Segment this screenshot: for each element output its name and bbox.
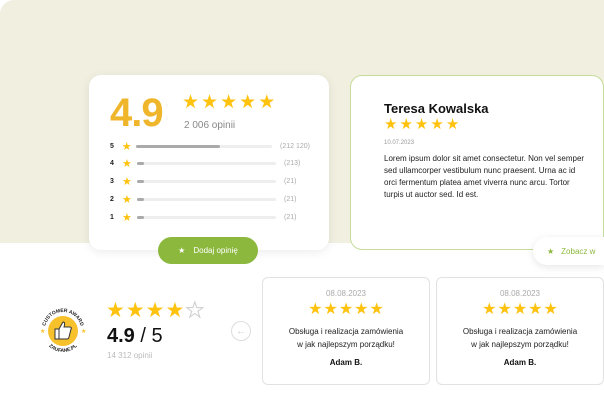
review-text-line: w jak najlepszym porządku! bbox=[297, 340, 395, 349]
rating-level: 1 bbox=[110, 213, 114, 221]
star-icon: ★ bbox=[482, 301, 497, 318]
star-icon: ★ bbox=[547, 246, 555, 256]
star-icon: ★ bbox=[323, 301, 338, 318]
star-icon: ★ bbox=[122, 211, 132, 224]
star-icon: ★ bbox=[239, 92, 257, 113]
star-outline-icon: ★ bbox=[185, 299, 205, 322]
review-stars: ★ ★ ★ ★ ★ bbox=[263, 302, 429, 318]
previous-arrow-button[interactable]: ← bbox=[231, 321, 251, 341]
star-icon: ★ bbox=[497, 301, 512, 318]
star-icon: ★ bbox=[354, 301, 369, 318]
rating-bar bbox=[137, 215, 276, 219]
review-stars: ★ ★ ★ ★ ★ bbox=[384, 117, 459, 132]
star-icon: ★ bbox=[543, 301, 558, 318]
star-icon: ★ bbox=[512, 301, 528, 318]
overall-review-count: 14 312 opinii bbox=[107, 351, 153, 360]
star-icon: ★ bbox=[106, 299, 125, 322]
star-icon: ★ bbox=[430, 116, 444, 133]
star-icon: ★ bbox=[165, 299, 185, 322]
rating-level: 3 bbox=[110, 178, 114, 186]
review-author: Adam B. bbox=[329, 358, 363, 367]
star-icon: ★ bbox=[308, 301, 323, 318]
star-icon: ★ bbox=[384, 116, 398, 133]
customer-award-badge: CUSTOMER AWARD ZAUFANE.PL ★ ★ bbox=[40, 308, 86, 354]
star-icon: ★ bbox=[258, 92, 276, 113]
rating-level: 4 bbox=[110, 160, 114, 168]
arrow-left-icon: ← bbox=[236, 325, 246, 337]
review-date: 08.08.2023 bbox=[325, 289, 367, 298]
star-icon: ★ bbox=[122, 158, 132, 171]
rating-bar-fill bbox=[137, 162, 144, 166]
reviewer-name: Teresa Kowalska bbox=[384, 101, 489, 116]
rating-count: (212 120) bbox=[280, 142, 310, 150]
rating-bar bbox=[136, 144, 273, 148]
rating-count: (21) bbox=[284, 178, 297, 186]
rating-summary-card: 4.9 ★ ★ ★ ★ ★ 2 006 opinii 5 ★ (212 120) 4 ★ (213… bbox=[89, 75, 329, 250]
overall-stars: ★ ★ ★ ★ ★ bbox=[106, 299, 205, 322]
svg-text:★: ★ bbox=[81, 328, 86, 335]
rating-bar-fill bbox=[137, 215, 144, 219]
rating-row: 1 ★ (21) bbox=[110, 211, 310, 224]
see-more-button[interactable]: ★ Zobacz w bbox=[533, 237, 604, 265]
star-icon: ★ bbox=[182, 92, 200, 113]
rating-bar bbox=[137, 197, 276, 201]
star-icon: ★ bbox=[528, 301, 543, 318]
rating-bar-fill bbox=[137, 197, 144, 201]
overall-score-max: / 5 bbox=[140, 325, 163, 347]
star-icon: ★ bbox=[399, 116, 413, 133]
review-count: 2 006 opinii bbox=[184, 120, 236, 131]
svg-text:ZAUFANE.PL: ZAUFANE.PL bbox=[47, 343, 78, 354]
rating-level: 2 bbox=[110, 195, 114, 203]
svg-text:★: ★ bbox=[40, 328, 45, 335]
featured-review-card: Teresa Kowalska ★ ★ ★ ★ ★ 10.07.2023 Lorem i… bbox=[350, 75, 604, 250]
rating-row: 5 ★ (212 120) bbox=[110, 140, 310, 153]
star-icon: ★ bbox=[201, 92, 219, 113]
rating-row: 4 ★ (213) bbox=[110, 158, 310, 170]
review-text-line: Obsługa i realizacja zamówienia bbox=[288, 327, 404, 336]
star-icon: ★ bbox=[125, 299, 145, 322]
see-more-label: Zobacz w bbox=[561, 246, 596, 256]
review-card: 08.08.2023 ★ ★ ★ ★ ★ Obsługa i realizacja zamó… bbox=[262, 277, 430, 385]
star-icon: ★ bbox=[122, 193, 132, 206]
star-icon: ★ bbox=[145, 299, 165, 322]
review-text: Obsługa i realizacja zamówienia w jak naj… bbox=[437, 325, 603, 351]
rating-count: (213) bbox=[284, 160, 301, 168]
rating-count: (21) bbox=[284, 195, 297, 203]
rating-count: (21) bbox=[284, 213, 297, 221]
rating-level: 5 bbox=[110, 142, 114, 150]
rating-row: 3 ★ (21) bbox=[110, 176, 310, 188]
rating-bar bbox=[137, 162, 276, 166]
star-icon: ★ bbox=[220, 92, 238, 113]
overall-score-value: 4.9 bbox=[107, 325, 135, 347]
add-review-button[interactable]: ★ Dodaj opinię bbox=[158, 237, 258, 264]
rating-bar-fill bbox=[136, 144, 221, 148]
rating-row: 2 ★ (21) bbox=[110, 193, 310, 206]
overall-score: 4.9 / 5 bbox=[107, 325, 163, 348]
star-icon: ★ bbox=[338, 301, 354, 318]
review-author: Adam B. bbox=[503, 358, 537, 367]
star-icon: ★ bbox=[445, 116, 460, 133]
review-text-line: w jak najlepszym porządku! bbox=[471, 340, 569, 349]
add-review-label: Dodaj opinię bbox=[193, 246, 238, 255]
star-icon: ★ bbox=[122, 176, 132, 189]
star-icon: ★ bbox=[121, 140, 132, 153]
review-text-line: Obsługa i realizacja zamówienia bbox=[462, 327, 578, 336]
summary-stars: ★ ★ ★ ★ ★ bbox=[182, 93, 275, 112]
review-card: 08.08.2023 ★ ★ ★ ★ ★ Obsługa i realizacja zamó… bbox=[436, 277, 604, 385]
review-text: Obsługa i realizacja zamówienia w jak naj… bbox=[263, 325, 429, 351]
star-icon: ★ bbox=[369, 301, 384, 318]
review-stars: ★ ★ ★ ★ ★ bbox=[437, 302, 603, 318]
review-date: 08.08.2023 bbox=[499, 289, 541, 298]
review-text: Lorem ipsum dolor sit amet consectetur. … bbox=[384, 154, 585, 199]
rating-bar bbox=[137, 180, 276, 184]
review-date: 10.07.2023 bbox=[384, 140, 415, 146]
rating-bar-fill bbox=[137, 180, 144, 184]
star-icon: ★ bbox=[178, 246, 186, 255]
average-score: 4.9 bbox=[110, 91, 164, 135]
star-icon: ★ bbox=[414, 116, 429, 133]
